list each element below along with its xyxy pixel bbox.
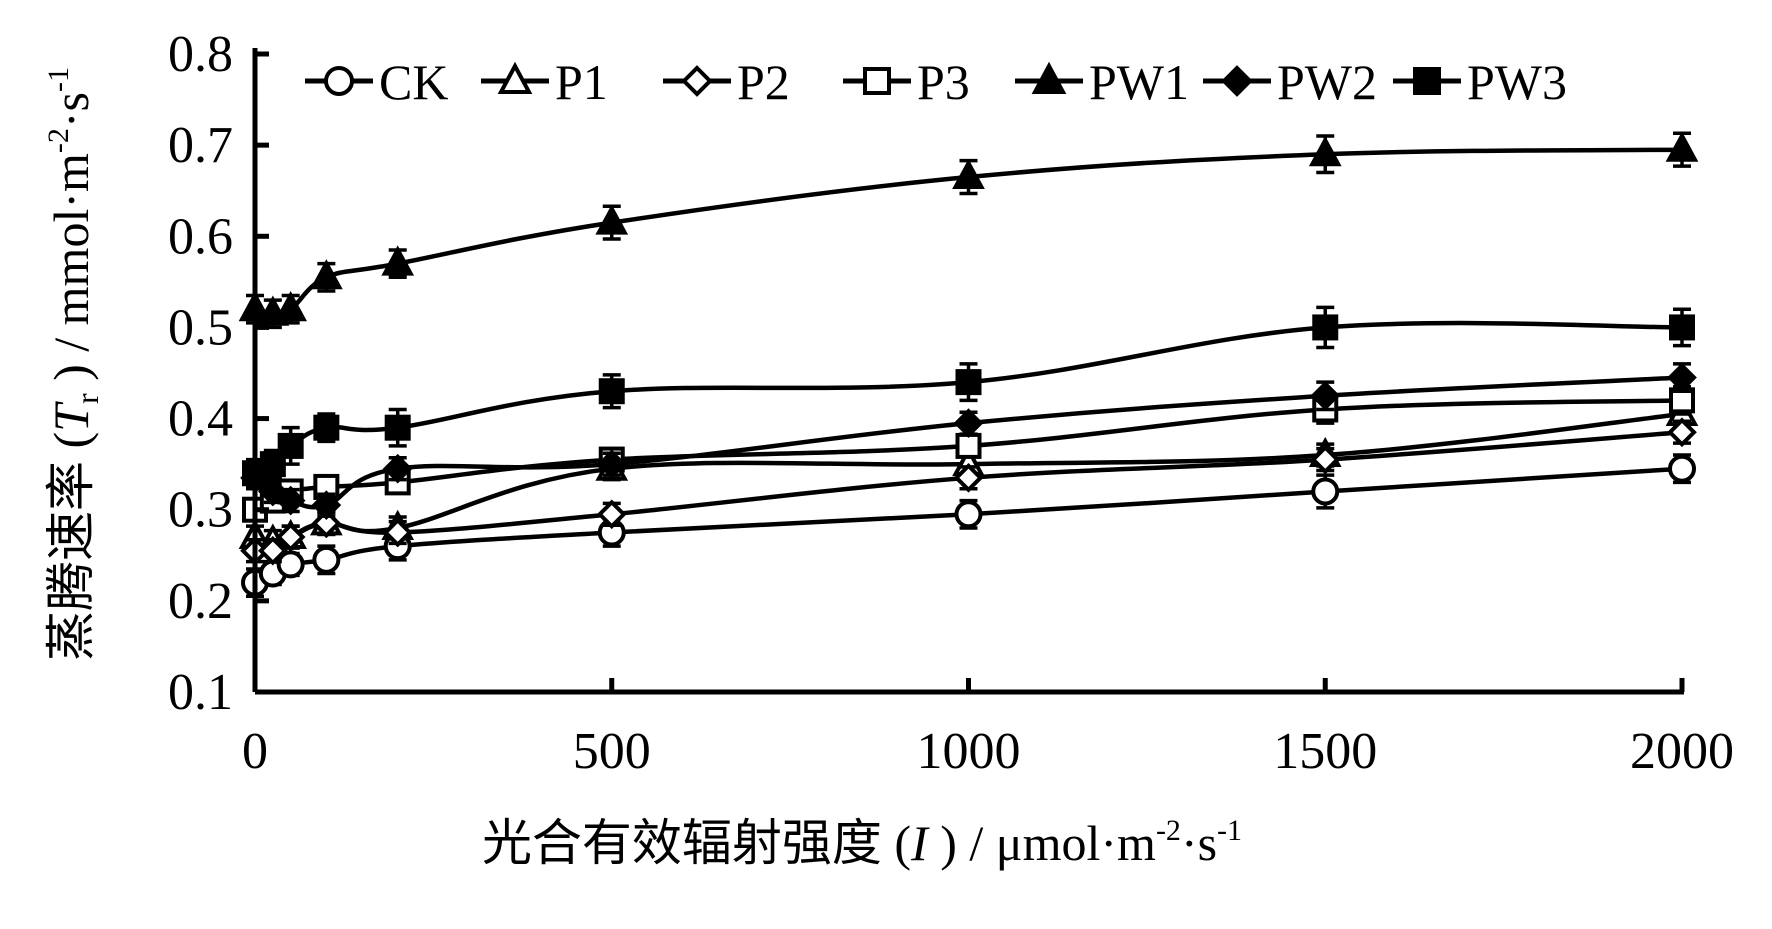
legend-label-p2: P2 (737, 54, 790, 110)
data-point-p2 (953, 462, 984, 493)
data-point-pw1 (595, 204, 629, 235)
x-tick-label: 500 (573, 723, 651, 780)
data-point-pw2 (1667, 362, 1697, 393)
legend-label-pw2: PW2 (1277, 54, 1377, 110)
data-point-pw1 (1665, 131, 1699, 162)
data-point-pw2 (382, 453, 413, 484)
legend-marker-pw3 (1413, 67, 1441, 95)
data-point-pw3 (277, 432, 304, 459)
data-point-pw3 (313, 414, 340, 441)
data-point-pw2 (311, 490, 342, 520)
data-point-pw1 (381, 245, 415, 276)
plot-area (238, 131, 1699, 599)
legend-item-p3: P3 (841, 47, 1021, 111)
legend: CK P1 P2 P3 PW1 PW2 PW3 (303, 47, 1571, 111)
data-point-pw3 (1669, 314, 1695, 341)
data-point-pw1 (274, 291, 308, 322)
data-point-pw1 (1308, 136, 1342, 167)
data-point-p2 (1667, 417, 1697, 448)
y-tick-label: 0.7 (168, 117, 233, 174)
axes: 0.1 0.2 0.3 0.4 0.5 0.6 0.7 0.8 0 500 1000 1500 2000 (168, 26, 1734, 780)
data-point-pw3 (1312, 314, 1339, 341)
y-tick-label: 0.2 (168, 573, 233, 630)
legend-marker-p2 (681, 65, 713, 97)
legend-label-p1: P1 (555, 54, 608, 110)
legend-item-p2: P2 (661, 47, 841, 111)
data-point-p2 (258, 535, 288, 566)
data-point-pw2 (1310, 380, 1341, 411)
data-point-ck (1311, 477, 1340, 506)
data-point-p2 (382, 517, 413, 548)
y-tick-label: 0.4 (168, 391, 233, 448)
legend-marker-pw2 (1221, 65, 1253, 97)
y-axis-title: 蒸腾速率 (Tr ) / mmol·m-2·s-1 (42, 67, 105, 661)
legend-marker-p1 (497, 61, 533, 94)
data-point-p2 (1310, 444, 1341, 475)
data-point-pw2 (275, 485, 306, 516)
data-point-pw1 (309, 259, 343, 290)
legend-item-ck: CK (303, 47, 483, 111)
data-point-pw1 (952, 158, 985, 190)
data-point-p3 (955, 432, 982, 459)
data-point-ck (312, 545, 341, 574)
legend-item-pw2: PW2 (1201, 47, 1381, 111)
data-point-ck (1668, 454, 1696, 483)
x-tick-label: 2000 (1630, 723, 1734, 780)
data-point-pw3 (955, 369, 982, 396)
legend-marker-p3 (863, 67, 891, 95)
y-tick-label: 0.8 (168, 26, 233, 83)
y-tick-label: 0.6 (168, 208, 233, 265)
data-point-pw2 (953, 408, 984, 438)
data-point-p2 (596, 499, 627, 530)
y-tick-label: 0.5 (168, 299, 233, 356)
data-point-ck (276, 550, 305, 579)
legend-label-ck: CK (379, 54, 448, 110)
x-tick-label: 0 (242, 723, 268, 780)
legend-label-p3: P3 (917, 54, 970, 110)
data-point-pw3 (384, 414, 411, 441)
legend-item-pw3: PW3 (1391, 47, 1571, 111)
data-point-pw3 (598, 378, 625, 405)
legend-item-p1: P1 (479, 47, 659, 111)
legend-label-pw1: PW1 (1089, 54, 1189, 110)
x-tick-label: 1500 (1273, 723, 1377, 780)
legend-marker-pw1 (1031, 61, 1067, 94)
series-pw3 (242, 305, 1695, 489)
x-tick-label: 1000 (917, 723, 1021, 780)
y-tick-label: 0.1 (168, 664, 233, 721)
series-pw1 (238, 131, 1699, 330)
legend-label-pw3: PW3 (1467, 54, 1567, 110)
x-axis-title: 光合有效辐射强度 (I ) / μmol·m-2·s-1 (482, 814, 1242, 871)
data-point-pw2 (596, 449, 627, 479)
legend-marker-ck (324, 66, 354, 96)
y-tick-label: 0.3 (168, 482, 233, 539)
data-point-ck (954, 500, 983, 529)
legend-item-pw1: PW1 (1013, 47, 1193, 111)
data-point-p2 (275, 522, 306, 552)
